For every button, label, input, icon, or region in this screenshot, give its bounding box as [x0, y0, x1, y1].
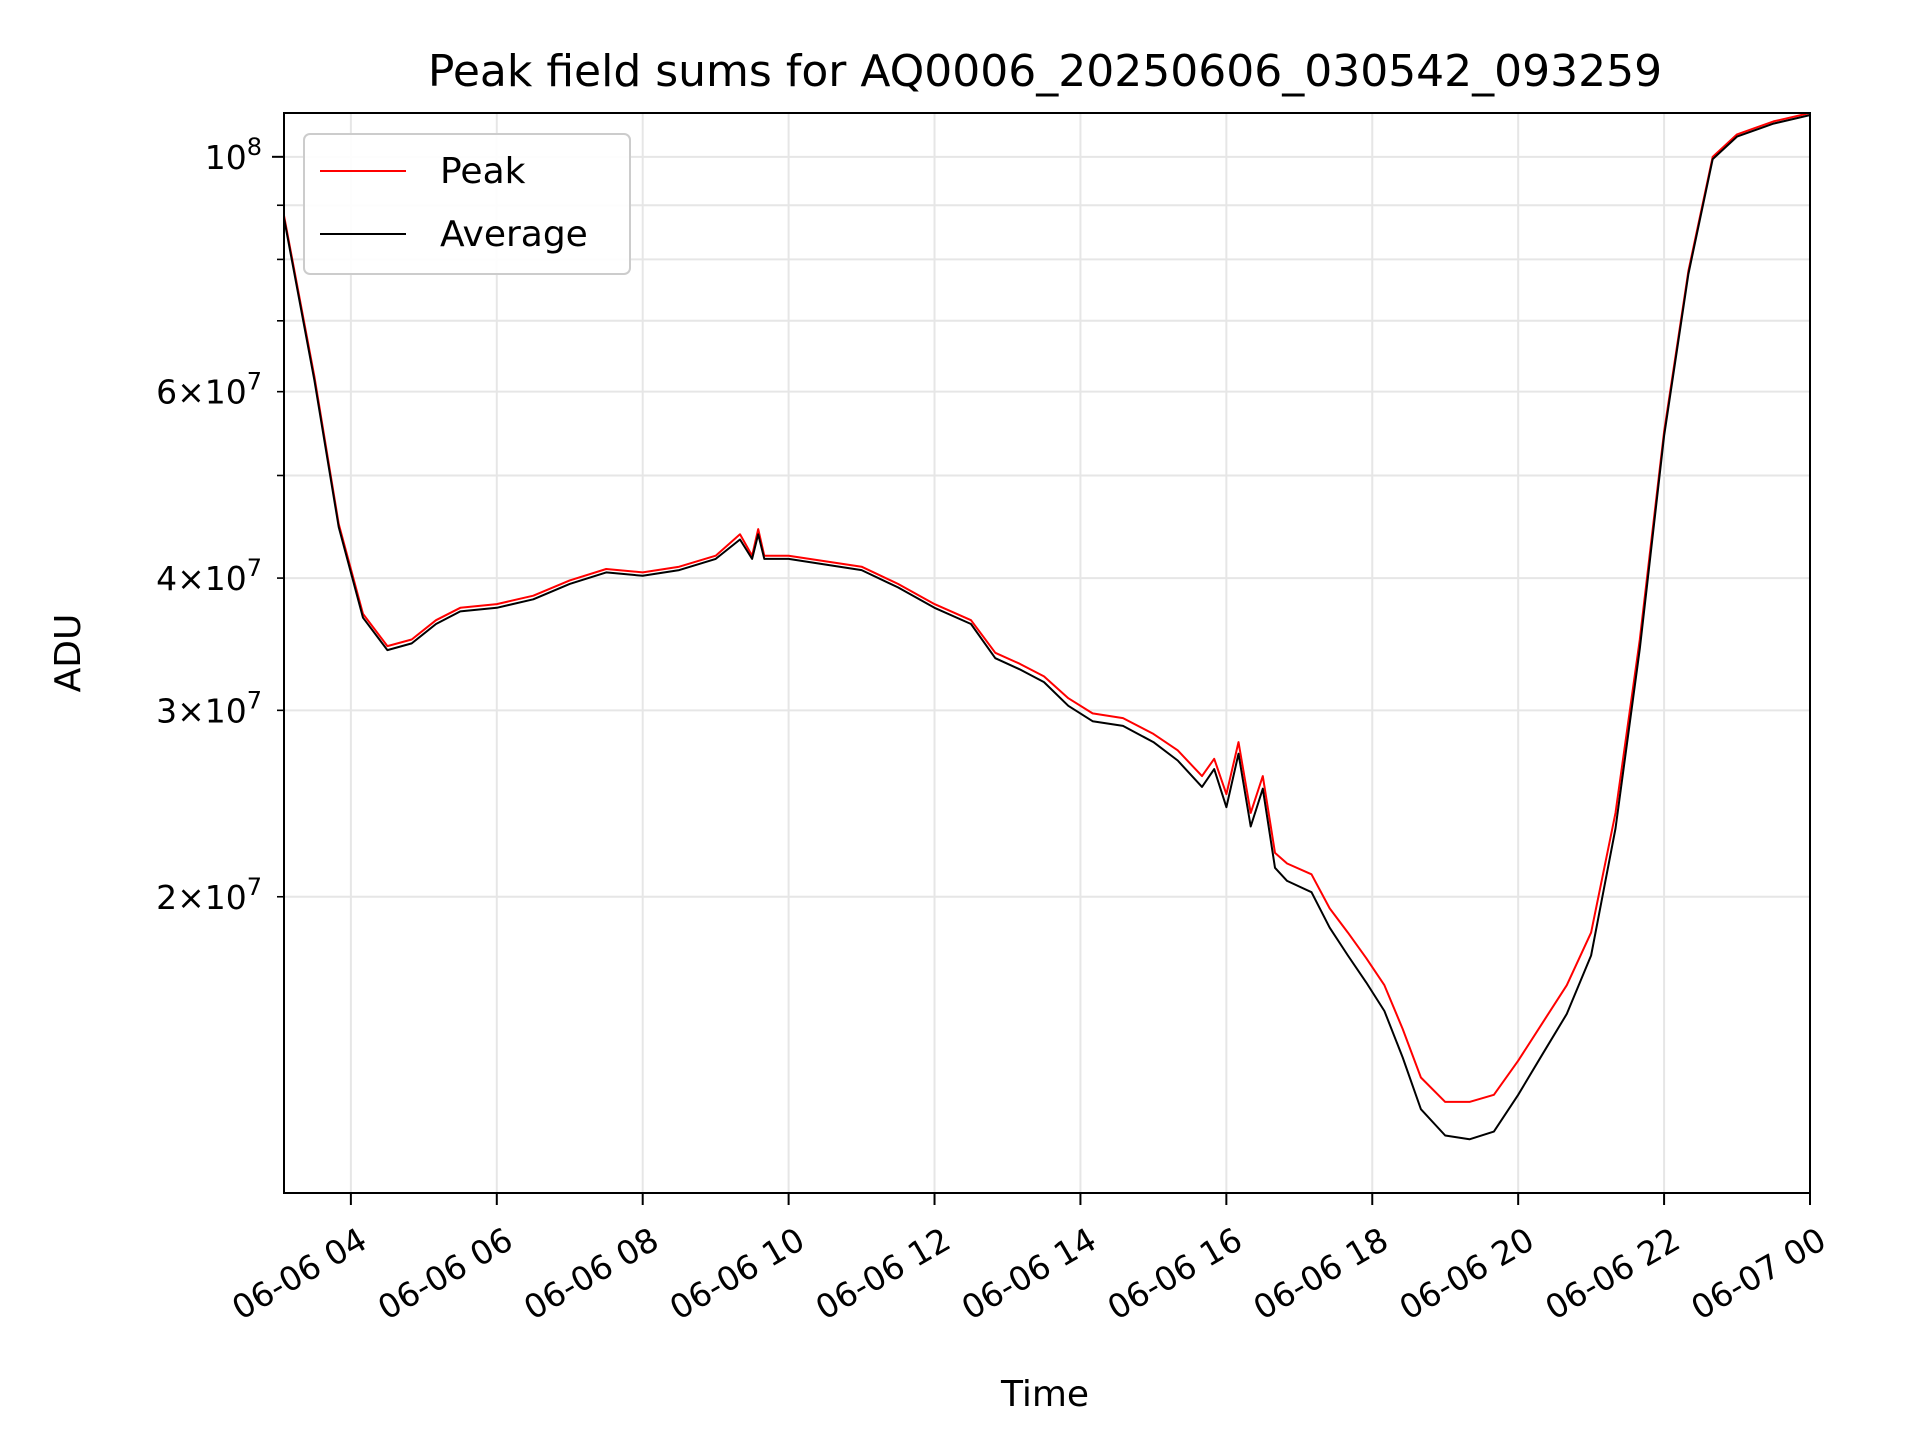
series-line-peak: [284, 113, 1810, 1103]
y-axis: 108 2×107 3×107 4×107 6×107: [156, 133, 284, 917]
plot-frame: [283, 112, 1811, 1194]
chart-title: Peak field sums for AQ0006_20250606_0305…: [428, 46, 1662, 97]
y-tick-label: 2×107: [156, 873, 262, 917]
y-tick-label: 108: [205, 133, 262, 177]
y-tick-label: 6×107: [156, 368, 262, 412]
series-layer: [284, 113, 1810, 1141]
legend-label-average: Average: [440, 214, 588, 255]
legend: Peak Average: [303, 133, 631, 275]
y-axis-label: ADU: [48, 614, 89, 693]
series-line-average: [284, 114, 1810, 1141]
y-tick-label: 4×107: [156, 554, 262, 598]
x-axis-label: Time: [1000, 1374, 1089, 1415]
y-tick-label: 3×107: [156, 686, 262, 730]
legend-box: [303, 133, 631, 275]
legend-label-peak: Peak: [440, 151, 526, 192]
